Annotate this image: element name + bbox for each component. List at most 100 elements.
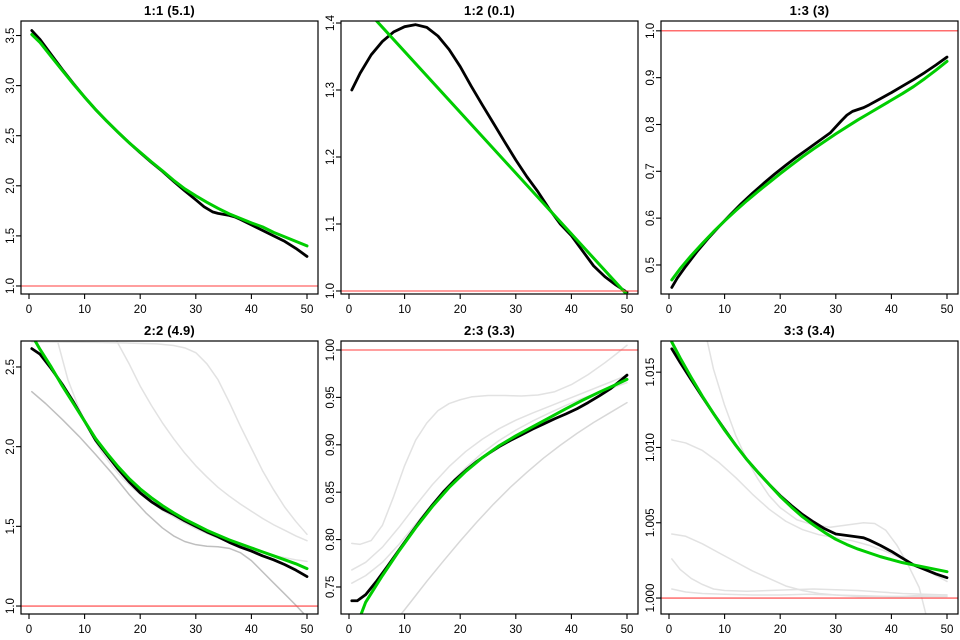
green-smooth-curve [670,341,949,574]
y-tick-label: 2.0 [5,178,17,194]
y-tick-label: 1.00 [325,339,337,361]
x-tick-label: 0 [666,304,672,316]
y-tick-label: 0.5 [645,257,657,273]
x-tick-label: 50 [621,304,634,316]
y-tick-label: 1.2 [325,149,337,165]
green-smooth-curve [374,21,629,294]
y-tick-label: 0.85 [325,481,337,503]
x-tick-label: 0 [346,304,352,316]
x-tick-label: 40 [245,624,258,636]
x-tick-label: 0 [346,624,352,636]
plot-canvas-1-3: 0 10 20 30 40 50 0.5 0.6 0.7 0.8 0.9 1.0 [645,20,959,316]
plot-canvas-2-3: 0 10 20 30 40 50 0.75 0.80 0.85 0.90 0.95 1.00 [325,339,639,636]
x-tick-label: 20 [774,624,787,636]
main-black-curve [350,23,629,294]
y-tick-label: 0.8 [645,116,657,132]
y-tick-label: 2.5 [5,128,17,144]
x-tick-label: 20 [454,624,467,636]
y-tick-label: 0.9 [645,70,657,86]
y-tick-label: 0.90 [325,434,337,456]
x-tick-label: 30 [509,624,522,636]
x-tick-label: 40 [245,304,258,316]
panel-title: 1:3 (3) [789,3,830,18]
plot-box [660,340,959,615]
x-tick-label: 20 [454,304,467,316]
x-tick-label: 20 [134,304,147,316]
gray-curve-2 [351,374,628,571]
gray-curve-4 [400,401,628,614]
x-tick-label: 10 [78,624,91,636]
x-tick-label: 10 [398,304,411,316]
panel-2-2: 0 10 20 30 40 50 1.0 1.5 2.0 2.5 2:2 (4.9) [0,320,320,640]
x-tick-label: 50 [301,624,314,636]
panel-title: 2:2 (4.9) [144,323,195,338]
gray-curve-4 [31,341,308,536]
plot-canvas-1-2: 0 10 20 30 40 50 1.0 1.1 1.2 1.3 1.4 [325,14,639,316]
plot-box [660,20,959,295]
x-tick-label: 50 [941,624,954,636]
y-tick-label: 1.015 [645,358,657,387]
y-tick-label: 1.000 [645,584,657,613]
main-black-curve [30,347,309,578]
main-black-curve [30,29,309,258]
x-tick-label: 40 [565,304,578,316]
gray-curve-3 [351,381,628,584]
gray-curve-1 [31,390,306,614]
y-tick-label: 3.0 [5,78,17,94]
x-tick-label: 0 [26,624,32,636]
x-tick-label: 10 [78,304,91,316]
panel-title: 1:1 (5.1) [144,3,195,18]
y-tick-label: 0.95 [325,386,337,408]
y-tick-label: 1.5 [5,518,17,534]
green-smooth-curve [670,59,949,282]
x-tick-label: 50 [301,304,314,316]
panel-2-3: 0 10 20 30 40 50 0.75 0.80 0.85 0.90 0.95 1.00 2:3 … [320,320,640,640]
plot-canvas-1-1: 0 10 20 30 40 50 1.0 1.5 2.0 2.5 3.0 3.5 [5,20,319,316]
gray-curve-5 [671,588,948,598]
main-black-curve [350,373,629,603]
panel-title: 2:3 (3.3) [464,323,515,338]
x-tick-label: 50 [941,304,954,316]
y-tick-label: 1.0 [5,598,17,614]
x-tick-label: 30 [509,304,522,316]
x-tick-label: 0 [666,624,672,636]
x-tick-label: 30 [189,304,202,316]
y-tick-label: 3.5 [5,28,17,44]
green-smooth-curve [359,377,629,614]
x-tick-label: 40 [885,624,898,636]
y-tick-label: 2.0 [5,439,17,455]
gray-curve-3 [671,533,948,598]
y-tick-label: 1.1 [325,216,337,232]
plot-canvas-2-2: 0 10 20 30 40 50 1.0 1.5 2.0 2.5 [5,340,319,636]
panel-1-2: 0 10 20 30 40 50 1.0 1.1 1.2 1.3 1.4 1:2 (0.1) [320,0,640,320]
panel-title: 1:2 (0.1) [464,3,515,18]
y-tick-label: 0.80 [325,528,337,550]
x-tick-label: 30 [189,624,202,636]
main-black-curve [670,347,949,580]
plot-box [20,340,319,615]
panel-title: 3:3 (3.4) [784,323,835,338]
gray-curve-4 [671,558,948,596]
panel-1-1: 0 10 20 30 40 50 1.0 1.5 2.0 2.5 3.0 3.5 1:1 (5.1) [0,0,320,320]
x-tick-label: 10 [718,624,731,636]
y-tick-label: 0.75 [325,576,337,598]
x-tick-label: 10 [398,624,411,636]
x-tick-label: 30 [829,304,842,316]
x-tick-label: 20 [774,304,787,316]
plot-box [340,340,639,615]
green-smooth-curve [30,33,309,248]
y-tick-label: 0.7 [645,163,657,179]
x-tick-label: 50 [621,624,634,636]
y-tick-label: 1.3 [325,82,337,98]
y-tick-label: 2.5 [5,359,17,375]
gray-curve-1 [706,341,927,614]
gray-curve-3 [115,341,308,542]
gray-curve-1 [351,344,628,546]
y-tick-label: 1.010 [645,433,657,462]
green-smooth-curve [33,341,309,571]
x-tick-label: 20 [134,624,147,636]
y-tick-label: 1.005 [645,508,657,537]
plot-canvas-3-3: 0 10 20 30 40 50 1.000 1.005 1.010 1.015 [645,340,959,636]
y-tick-label: 1.0 [5,278,17,294]
